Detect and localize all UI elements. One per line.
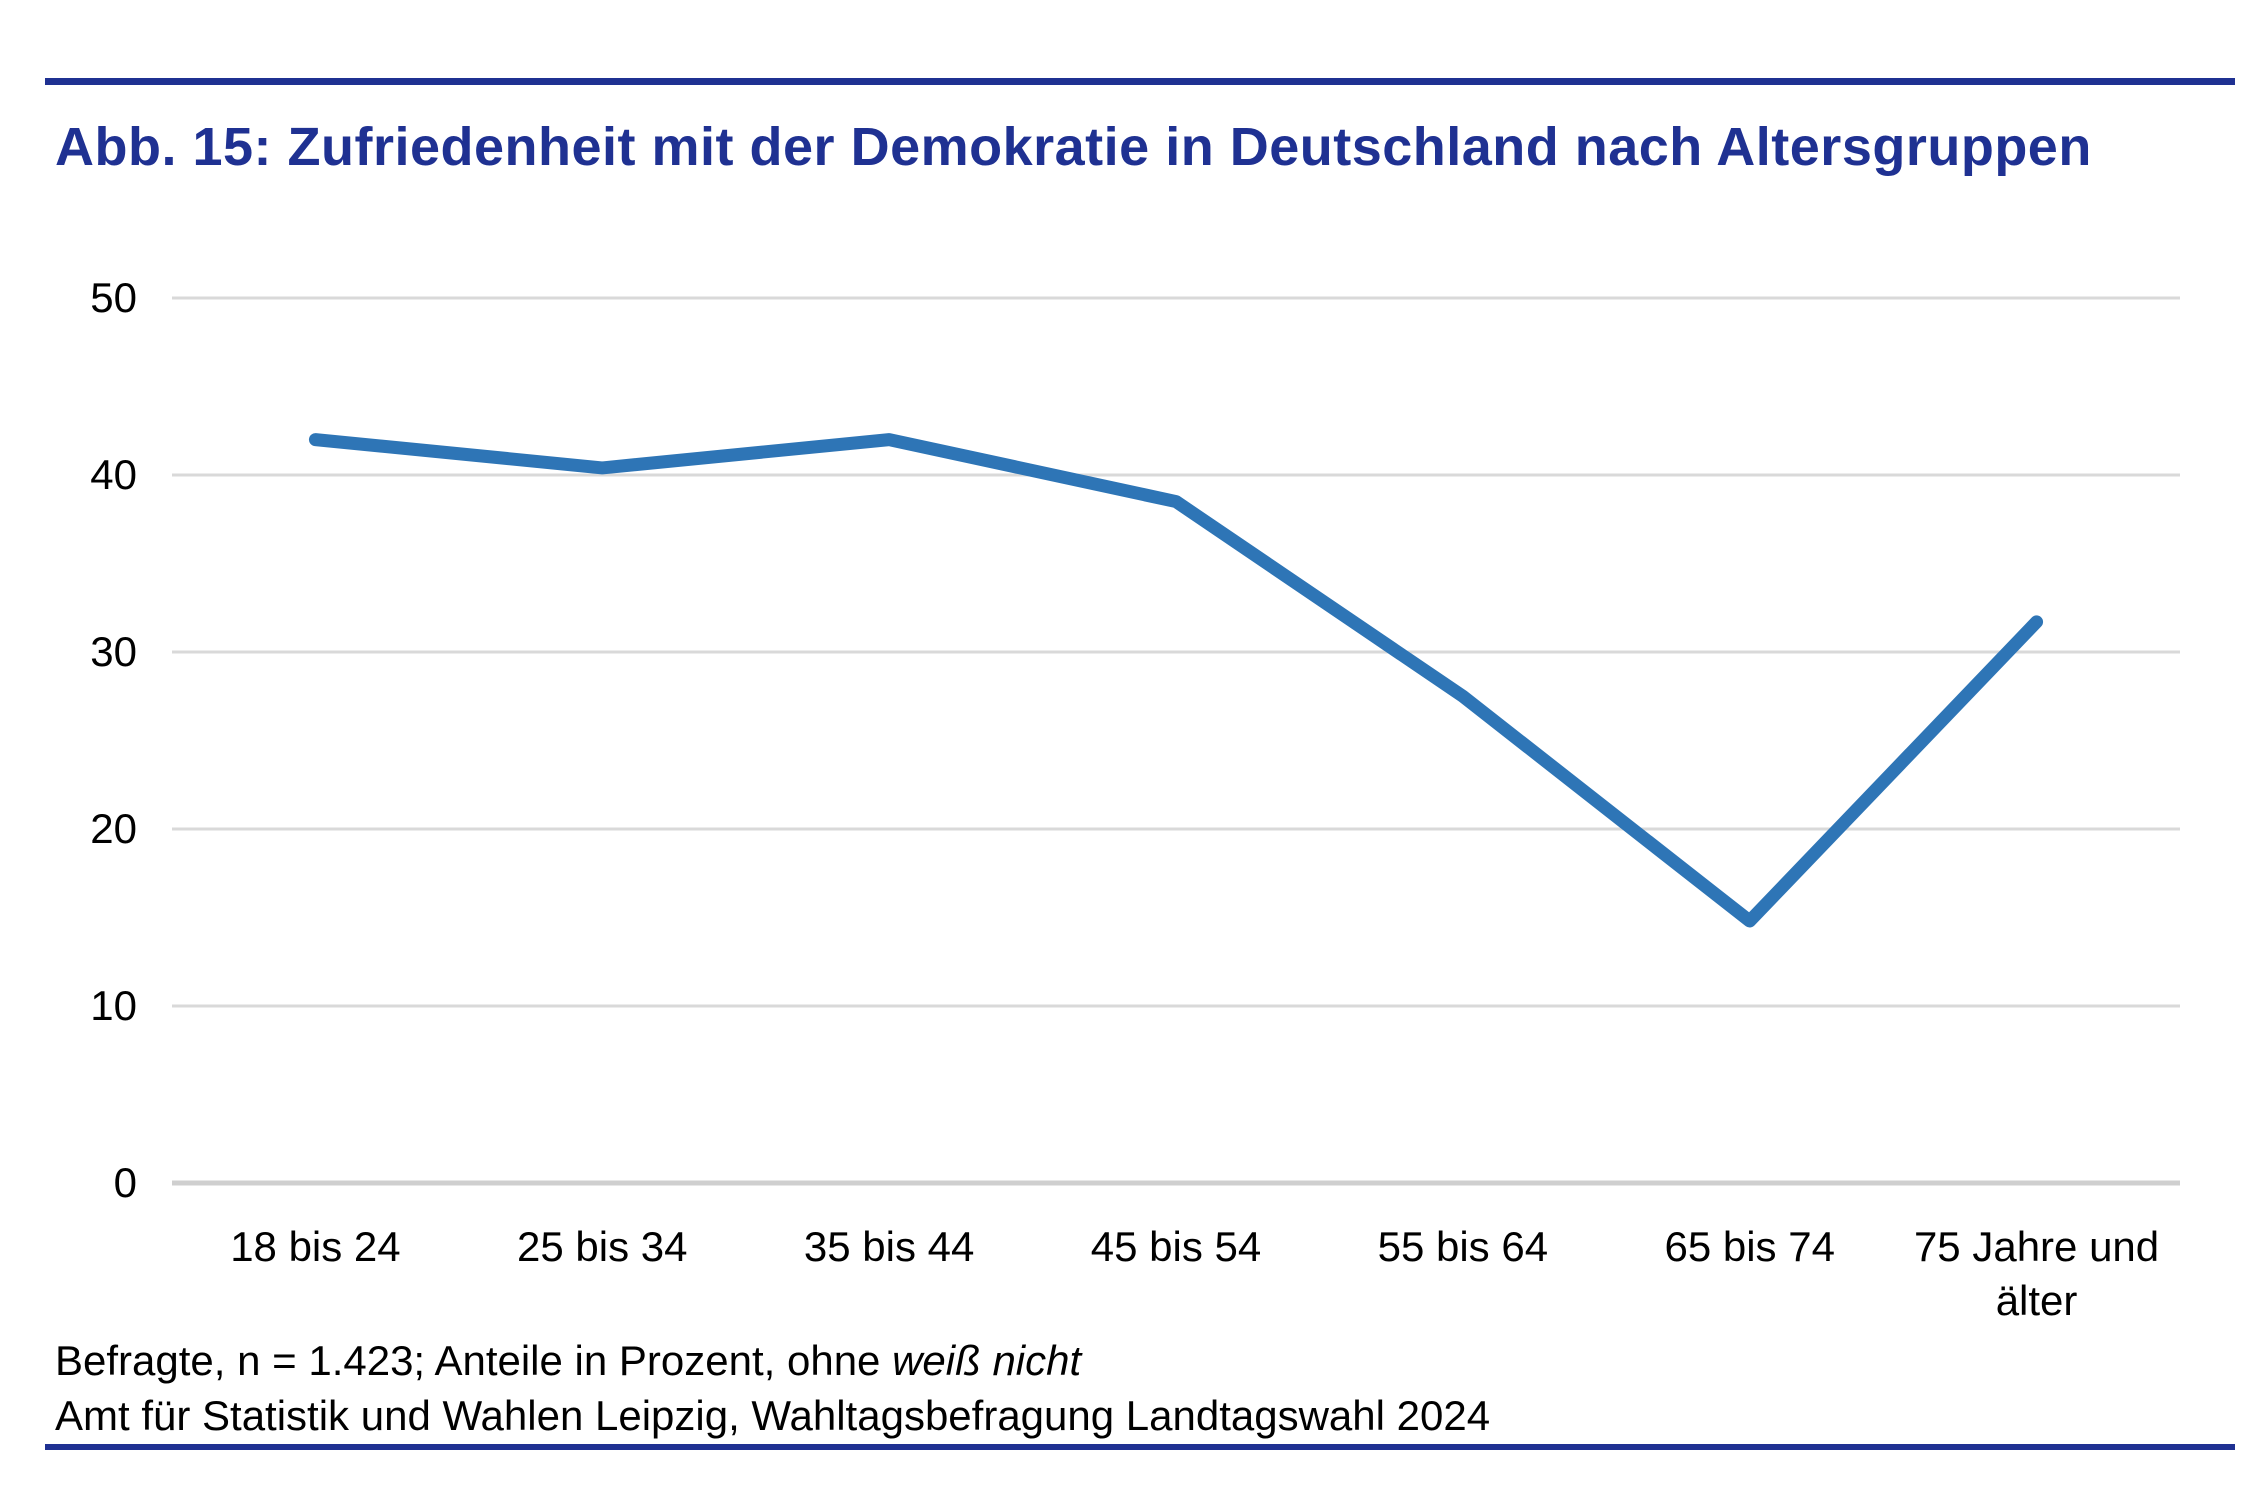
x-tick-label-2: 35 bis 44 — [803, 1223, 975, 1270]
x-tick-label-5: 65 bis 74 — [1664, 1223, 1835, 1270]
y-tick-label-30: 30 — [90, 628, 137, 675]
x-tick-label-1: 25 bis 34 — [517, 1223, 688, 1270]
top-divider-rule — [45, 78, 2235, 85]
x-tick-label-4: 55 bis 64 — [1377, 1223, 1549, 1270]
y-tick-label-50: 50 — [90, 274, 137, 321]
x-tick-label-6: 75 Jahre und älter — [1913, 1223, 2160, 1324]
data-line-zufriedenheit — [308, 433, 2044, 928]
footnote-source: Amt für Statistik und Wahlen Leipzig, Wa… — [55, 1392, 1491, 1439]
footnote-sample-info-italic: weiß nicht — [892, 1337, 1082, 1384]
x-tick-label-0: 18 bis 24 — [230, 1223, 401, 1270]
bottom-divider-rule — [45, 1444, 2235, 1450]
chart-title: Abb. 15: Zufriedenheit mit der Demokrati… — [55, 117, 2092, 177]
y-tick-label-20: 20 — [90, 805, 137, 852]
y-tick-label-0: 0 — [113, 1159, 137, 1206]
footnote-sample-info: Befragte, n = 1.423; Anteile in Prozent,… — [55, 1337, 1081, 1385]
y-tick-label-40: 40 — [90, 451, 137, 498]
footnote-sample-info-regular: Befragte, n = 1.423; Anteile in Prozent,… — [55, 1337, 893, 1384]
x-tick-label-3: 45 bis 54 — [1090, 1223, 1262, 1270]
y-tick-label-10: 10 — [90, 982, 137, 1029]
